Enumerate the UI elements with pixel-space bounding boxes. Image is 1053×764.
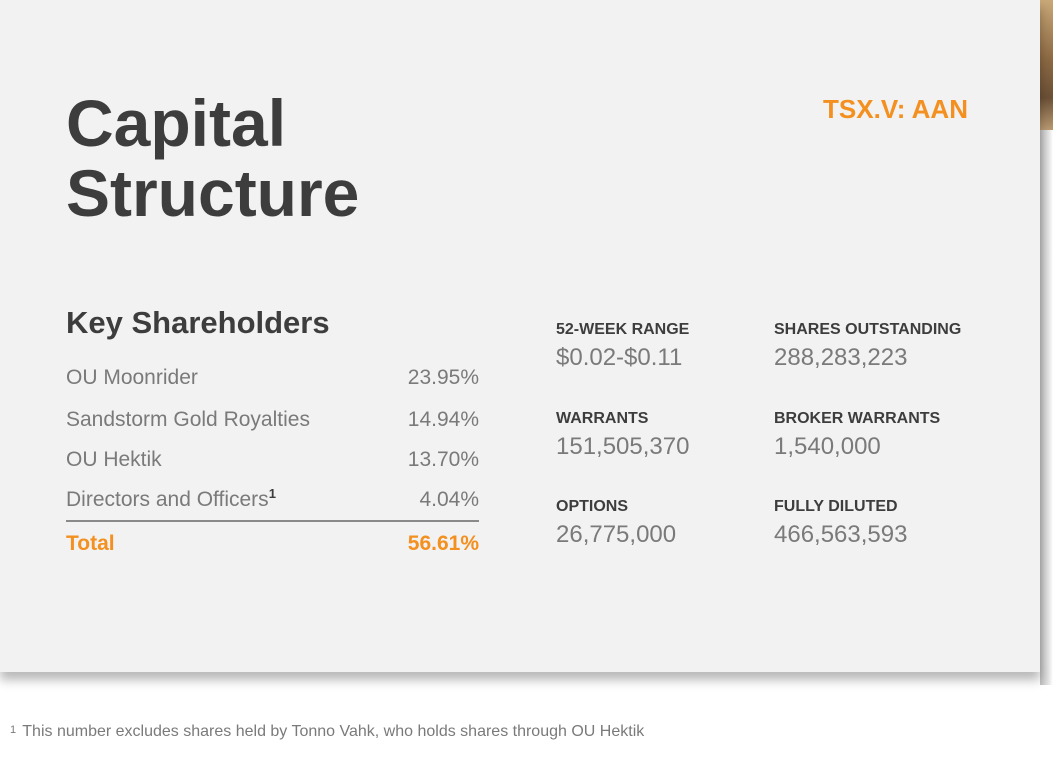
footnote-marker: 1 [268, 486, 276, 501]
stat-broker-warrants: BROKER WARRANTS 1,540,000 [774, 409, 940, 462]
total-divider [66, 520, 479, 522]
stat-52-week-range: 52-WEEK RANGE $0.02-$0.11 [556, 320, 689, 373]
shareholder-row: OU Hektik 13.70% [66, 438, 479, 478]
shareholder-row: OU Moonrider 23.95% [66, 358, 479, 398]
total-label: Total [66, 532, 115, 555]
stat-value: 26,775,000 [556, 521, 677, 548]
footnote: 1 This number excludes shares held by To… [10, 723, 644, 741]
footnote-number: 1 [10, 724, 17, 736]
shareholder-row: Sandstorm Gold Royalties 14.94% [66, 398, 479, 438]
capital-structure-panel: Capital Structure TSX.V: AAN Key Shareho… [0, 0, 1040, 672]
stat-value: 151,505,370 [556, 433, 690, 460]
shareholder-total-row: Total 56.61% [66, 522, 479, 562]
stat-shares-outstanding: SHARES OUTSTANDING 288,283,223 [774, 320, 961, 373]
ticker-symbol: TSX.V: AAN [823, 94, 968, 124]
shareholder-name: OU Moonrider [66, 366, 198, 389]
key-shareholders-heading: Key Shareholders [66, 305, 330, 340]
page-title-line-1: Capital [66, 86, 287, 160]
shareholder-row: Directors and Officers1 4.04% [66, 478, 479, 518]
shareholder-name: Sandstorm Gold Royalties [66, 408, 310, 431]
panel-shadow [1040, 130, 1053, 685]
page-title: Capital Structure [66, 88, 359, 228]
stat-value: $0.02-$0.11 [556, 344, 683, 371]
shareholder-percent: 14.94% [407, 408, 479, 431]
shareholder-percent: 4.04% [419, 488, 479, 511]
stat-label: FULLY DILUTED [774, 498, 898, 515]
stat-value: 466,563,593 [774, 521, 908, 548]
stat-label: OPTIONS [556, 498, 629, 515]
footnote-text: This number excludes shares held by Tonn… [22, 723, 645, 740]
stat-label: WARRANTS [556, 410, 649, 427]
stat-options: OPTIONS 26,775,000 [556, 497, 676, 550]
page-title-line-2: Structure [66, 156, 360, 230]
stat-label: BROKER WARRANTS [774, 410, 941, 427]
background-photo-edge [1036, 0, 1053, 130]
shareholder-name-with-footnote: Directors and Officers1 [66, 486, 276, 512]
stat-value: 288,283,223 [774, 344, 908, 371]
shareholder-name: OU Hektik [66, 448, 162, 471]
shareholder-name: Directors and Officers [66, 488, 269, 511]
shareholder-percent: 13.70% [407, 448, 479, 471]
stat-value: 1,540,000 [774, 433, 881, 460]
shareholder-percent: 23.95% [407, 366, 479, 389]
stat-fully-diluted: FULLY DILUTED 466,563,593 [774, 497, 907, 550]
stat-label: 52-WEEK RANGE [556, 321, 690, 338]
total-percent: 56.61% [407, 532, 479, 555]
key-shareholders-table: OU Moonrider 23.95% Sandstorm Gold Royal… [66, 358, 479, 562]
stat-warrants: WARRANTS 151,505,370 [556, 409, 689, 462]
stat-label: SHARES OUTSTANDING [774, 321, 962, 338]
